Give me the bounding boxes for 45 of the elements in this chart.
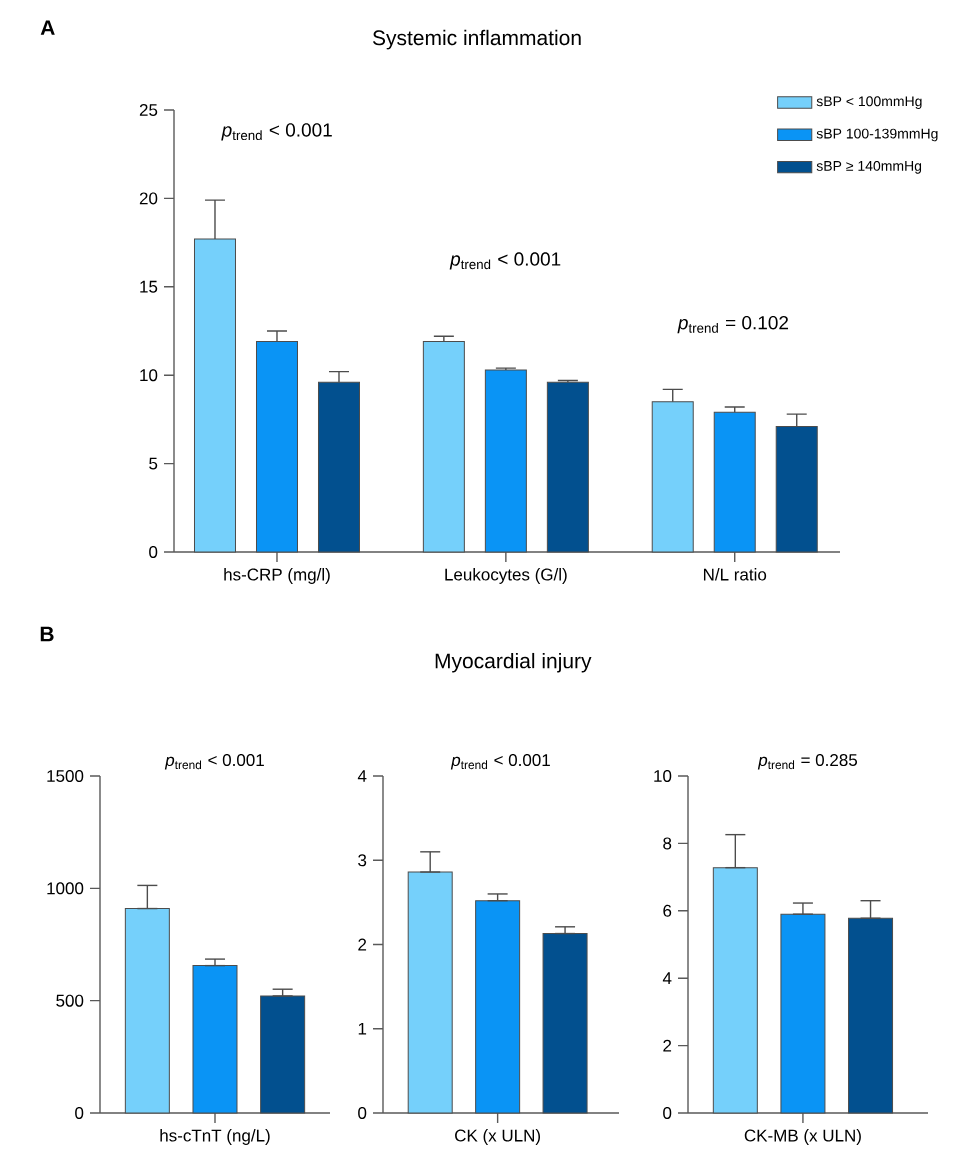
y-tick-label: 20: [139, 192, 158, 205]
y-tick-label: 4: [357, 770, 367, 782]
y-tick-label: 6: [663, 904, 672, 917]
y-tick-label: 0: [663, 1106, 672, 1120]
x-tick-label: N/L ratio: [703, 568, 767, 581]
y-tick-label: 0: [358, 1106, 367, 1120]
y-tick-label: 10: [140, 369, 158, 382]
x-tick-label: hs-CRP (mg/l): [224, 568, 330, 584]
x-tick-label: CK-MB (x ULN): [744, 1129, 861, 1145]
legend-label: sBP ≥ 140mmHg: [816, 160, 922, 174]
text: p$_{trend}$ = 0.285: [757, 754, 858, 770]
bar: [546, 381, 589, 553]
text: p$_{trend}$ < 0.001: [164, 754, 264, 770]
text: A: [40, 20, 55, 35]
legend-label: sBP 100-139mmHg: [816, 128, 938, 142]
annotation: p$_{trend}$ = 0.102: [677, 315, 789, 334]
y-tick-label: 5: [149, 457, 158, 470]
legend-label: sBP < 100mmHg: [816, 96, 922, 109]
y-tick-label: 2: [358, 938, 367, 951]
chart-title: Systemic inflammation: [372, 29, 581, 50]
x-tick-label: hs-cTnT (ng/L): [160, 1129, 270, 1145]
y-tick-label: 25: [139, 103, 158, 117]
text: p$_{trend}$ < 0.001: [450, 754, 550, 770]
annotation: p$_{trend}$ < 0.001: [221, 123, 332, 141]
bar: [407, 871, 453, 1114]
bar: [260, 995, 306, 1114]
y-tick-label: 1: [358, 1022, 367, 1035]
x-tick-label: Leukocytes (G/l): [445, 568, 567, 584]
y-tick-label: 2: [663, 1039, 672, 1052]
y-tick-label: 4: [662, 972, 672, 985]
y-tick-label: 3: [358, 854, 367, 867]
y-tick-label: 15: [140, 280, 158, 293]
y-tick-label: 8: [663, 837, 672, 850]
bar: [484, 369, 527, 553]
x-tick-label: CK (x ULN): [455, 1129, 540, 1145]
y-tick-label: 1500: [47, 770, 84, 783]
y-tick-label: 0: [149, 545, 158, 558]
y-tick-label: 500: [56, 994, 84, 1007]
bar: [780, 913, 826, 1114]
y-tick-label: 10: [654, 769, 672, 783]
annotation: p$_{trend}$ < 0.001: [449, 252, 561, 270]
y-tick-label: 1000: [47, 882, 84, 895]
chart-title: Myocardial injury: [435, 652, 592, 673]
y-tick-label: 0: [75, 1106, 84, 1120]
text: B: [40, 626, 54, 642]
